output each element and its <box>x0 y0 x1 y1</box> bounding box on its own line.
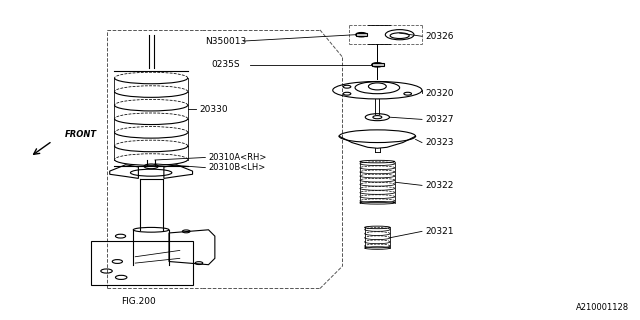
Text: FRONT: FRONT <box>65 130 97 139</box>
Text: 0235S: 0235S <box>212 60 240 69</box>
Text: 20323: 20323 <box>425 138 454 147</box>
Text: 20320: 20320 <box>425 89 454 98</box>
Bar <box>372 63 384 67</box>
Text: 20321: 20321 <box>425 227 454 236</box>
Text: 20310A<RH>: 20310A<RH> <box>209 153 267 162</box>
Text: 20322: 20322 <box>425 181 454 190</box>
Text: 20330: 20330 <box>199 105 228 114</box>
Ellipse shape <box>356 32 367 37</box>
Bar <box>91 241 193 285</box>
Text: 20310B<LH>: 20310B<LH> <box>209 163 266 172</box>
Ellipse shape <box>372 63 383 67</box>
Text: FIG.200: FIG.200 <box>121 297 156 306</box>
Bar <box>356 33 367 36</box>
Text: 20327: 20327 <box>425 115 454 124</box>
Text: A210001128: A210001128 <box>576 303 629 312</box>
Text: N350013: N350013 <box>205 36 246 45</box>
Text: 20326: 20326 <box>425 32 454 41</box>
